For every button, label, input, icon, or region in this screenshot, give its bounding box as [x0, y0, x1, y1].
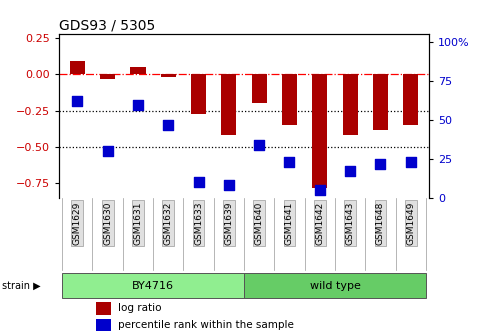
Text: GSM1629: GSM1629 — [73, 202, 82, 245]
Bar — [373, 74, 388, 130]
FancyBboxPatch shape — [244, 273, 426, 298]
Bar — [343, 74, 358, 135]
Point — [316, 187, 324, 193]
Point — [104, 149, 111, 154]
Point — [73, 99, 81, 104]
Text: GSM1631: GSM1631 — [134, 202, 142, 245]
Point — [134, 102, 142, 107]
Bar — [100, 74, 115, 79]
Bar — [282, 74, 297, 125]
Bar — [130, 67, 145, 74]
Point — [195, 180, 203, 185]
Text: GSM1640: GSM1640 — [255, 202, 264, 245]
Bar — [191, 74, 206, 114]
Text: GSM1648: GSM1648 — [376, 202, 385, 245]
Text: log ratio: log ratio — [118, 303, 162, 313]
Text: GSM1641: GSM1641 — [285, 202, 294, 245]
FancyBboxPatch shape — [62, 273, 244, 298]
Text: GSM1630: GSM1630 — [103, 202, 112, 245]
Point — [225, 183, 233, 188]
Bar — [251, 74, 267, 103]
Text: GDS93 / 5305: GDS93 / 5305 — [59, 18, 155, 33]
Point — [285, 160, 293, 165]
Text: GSM1632: GSM1632 — [164, 202, 173, 245]
Text: GSM1633: GSM1633 — [194, 202, 203, 245]
Bar — [403, 74, 418, 125]
Bar — [161, 74, 176, 77]
Text: strain ▶: strain ▶ — [2, 281, 41, 291]
Bar — [70, 61, 85, 74]
Text: GSM1639: GSM1639 — [224, 202, 233, 245]
Point — [407, 160, 415, 165]
Text: percentile rank within the sample: percentile rank within the sample — [118, 320, 294, 330]
Bar — [96, 319, 111, 331]
Bar — [96, 302, 111, 314]
Point — [164, 122, 172, 127]
Text: wild type: wild type — [310, 281, 360, 291]
Point — [255, 142, 263, 148]
Text: GSM1649: GSM1649 — [406, 202, 415, 245]
Text: GSM1643: GSM1643 — [346, 202, 354, 245]
Point — [377, 161, 385, 166]
Text: BY4716: BY4716 — [132, 281, 174, 291]
Point — [346, 169, 354, 174]
Bar — [221, 74, 237, 135]
Text: GSM1642: GSM1642 — [316, 202, 324, 245]
Bar — [312, 74, 327, 188]
